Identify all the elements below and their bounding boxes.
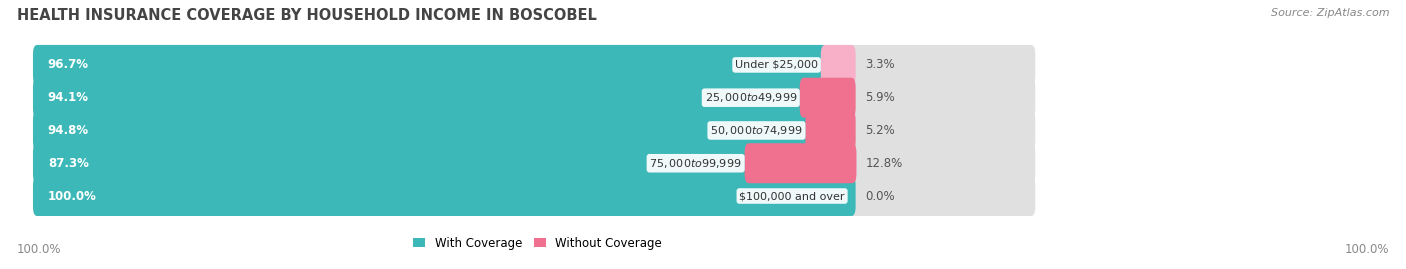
Text: 100.0%: 100.0% <box>48 189 97 203</box>
Legend: With Coverage, Without Coverage: With Coverage, Without Coverage <box>409 232 666 254</box>
Text: 5.2%: 5.2% <box>865 124 894 137</box>
FancyBboxPatch shape <box>800 78 856 118</box>
FancyBboxPatch shape <box>32 45 830 85</box>
Text: 100.0%: 100.0% <box>17 243 62 256</box>
Text: $25,000 to $49,999: $25,000 to $49,999 <box>704 91 797 104</box>
Text: HEALTH INSURANCE COVERAGE BY HOUSEHOLD INCOME IN BOSCOBEL: HEALTH INSURANCE COVERAGE BY HOUSEHOLD I… <box>17 8 596 23</box>
FancyBboxPatch shape <box>32 143 752 183</box>
Text: Source: ZipAtlas.com: Source: ZipAtlas.com <box>1271 8 1389 18</box>
FancyBboxPatch shape <box>32 176 856 216</box>
Text: $100,000 and over: $100,000 and over <box>740 191 845 201</box>
Text: $50,000 to $74,999: $50,000 to $74,999 <box>710 124 803 137</box>
Text: $75,000 to $99,999: $75,000 to $99,999 <box>650 157 742 170</box>
Text: 94.8%: 94.8% <box>48 124 89 137</box>
FancyBboxPatch shape <box>32 45 1035 85</box>
FancyBboxPatch shape <box>806 111 856 150</box>
Text: 96.7%: 96.7% <box>48 58 89 72</box>
FancyBboxPatch shape <box>32 111 814 150</box>
FancyBboxPatch shape <box>821 45 856 85</box>
Text: 5.9%: 5.9% <box>865 91 894 104</box>
FancyBboxPatch shape <box>32 78 808 118</box>
FancyBboxPatch shape <box>32 176 1035 216</box>
FancyBboxPatch shape <box>32 78 1035 118</box>
Text: 0.0%: 0.0% <box>865 189 894 203</box>
Text: 3.3%: 3.3% <box>865 58 894 72</box>
FancyBboxPatch shape <box>32 143 1035 183</box>
FancyBboxPatch shape <box>745 143 856 183</box>
FancyBboxPatch shape <box>32 111 1035 150</box>
Text: 100.0%: 100.0% <box>1344 243 1389 256</box>
Text: 94.1%: 94.1% <box>48 91 89 104</box>
Text: 87.3%: 87.3% <box>48 157 89 170</box>
Text: 12.8%: 12.8% <box>866 157 903 170</box>
Text: Under $25,000: Under $25,000 <box>735 60 818 70</box>
